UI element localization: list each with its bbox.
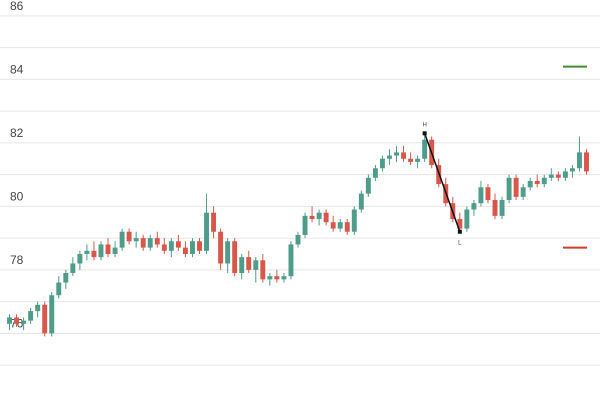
candle-body xyxy=(471,203,477,210)
candle-body xyxy=(239,257,245,274)
candle-body xyxy=(323,212,329,223)
candle-body xyxy=(274,276,280,280)
candle-body xyxy=(548,174,554,178)
candle-body xyxy=(218,231,224,264)
candle-body xyxy=(358,193,364,210)
candle-body xyxy=(112,247,118,254)
candle-body xyxy=(77,253,83,264)
candle-body xyxy=(401,152,407,159)
candle-body xyxy=(28,311,34,321)
candle-body xyxy=(541,177,547,185)
candle-body xyxy=(246,257,252,270)
candle-body xyxy=(105,244,111,254)
candle-body xyxy=(351,209,357,232)
candle-body xyxy=(225,241,231,264)
candle-body xyxy=(499,200,505,216)
candle-body xyxy=(204,212,209,251)
candle-body xyxy=(562,171,568,178)
candle-body xyxy=(14,317,20,324)
candle-body xyxy=(63,273,69,283)
candle-body xyxy=(478,187,484,204)
trend-handle xyxy=(457,229,462,234)
candle-body xyxy=(520,187,526,197)
candle-body xyxy=(197,241,202,251)
candle-body xyxy=(288,244,294,277)
candle-body xyxy=(133,238,139,242)
candle-body xyxy=(253,260,259,270)
y-tick-label: 86 xyxy=(10,0,24,13)
candle-body xyxy=(189,241,195,254)
candle-body xyxy=(260,260,266,280)
candle-body xyxy=(534,180,540,185)
candle-body xyxy=(21,320,27,324)
candle-body xyxy=(267,276,273,280)
candle-body xyxy=(485,187,491,200)
candle-body xyxy=(555,174,561,178)
candle-body xyxy=(295,234,301,245)
candle-body xyxy=(70,263,76,274)
candle-body xyxy=(576,152,582,169)
trend-start-label: H xyxy=(422,122,426,128)
candle-body xyxy=(175,241,181,248)
y-tick-label: 84 xyxy=(10,62,24,76)
candle-body xyxy=(35,304,41,312)
candle-body xyxy=(182,247,188,254)
trend-handle xyxy=(422,131,427,136)
candle-body xyxy=(98,244,104,258)
candle-body xyxy=(387,155,392,159)
candle-body xyxy=(211,212,217,232)
candle-body xyxy=(84,250,90,254)
candle-body xyxy=(415,158,421,162)
candle-body xyxy=(330,222,336,229)
candle-body xyxy=(457,219,463,229)
candle-body xyxy=(569,168,575,172)
candle-body xyxy=(527,180,533,188)
candle-body xyxy=(154,238,160,245)
candle-body xyxy=(309,215,315,220)
y-tick-label: 82 xyxy=(10,126,24,140)
candle-body xyxy=(513,177,519,197)
candle-body xyxy=(281,276,287,280)
candle-body xyxy=(161,244,167,251)
candle-body xyxy=(365,177,371,194)
candle-body xyxy=(422,139,428,159)
candle-body xyxy=(584,152,589,172)
candle-body xyxy=(492,200,498,216)
candle-body xyxy=(372,168,378,178)
candle-body xyxy=(464,209,470,229)
candle-body xyxy=(408,158,414,162)
y-tick-label: 78 xyxy=(10,253,24,267)
candle-body xyxy=(168,241,174,251)
y-tick-label: 80 xyxy=(10,189,24,203)
candle-body xyxy=(302,215,308,235)
candle-body xyxy=(119,231,125,248)
candle-body xyxy=(140,238,146,248)
candle-body xyxy=(56,282,62,296)
candle-body xyxy=(232,241,238,274)
trend-line xyxy=(423,133,461,232)
candle-body xyxy=(49,295,55,334)
candle-body xyxy=(344,222,350,232)
trend-end-label: L xyxy=(458,241,462,247)
candle-body xyxy=(316,212,322,220)
candle-body xyxy=(379,158,385,169)
candle-body xyxy=(91,250,97,258)
candle-body xyxy=(126,231,132,242)
candle-body xyxy=(394,152,399,156)
candle-body xyxy=(147,238,153,248)
candle-body xyxy=(506,177,512,200)
candle-body xyxy=(7,317,12,324)
candle-body xyxy=(42,304,48,334)
candle-body xyxy=(337,222,343,229)
